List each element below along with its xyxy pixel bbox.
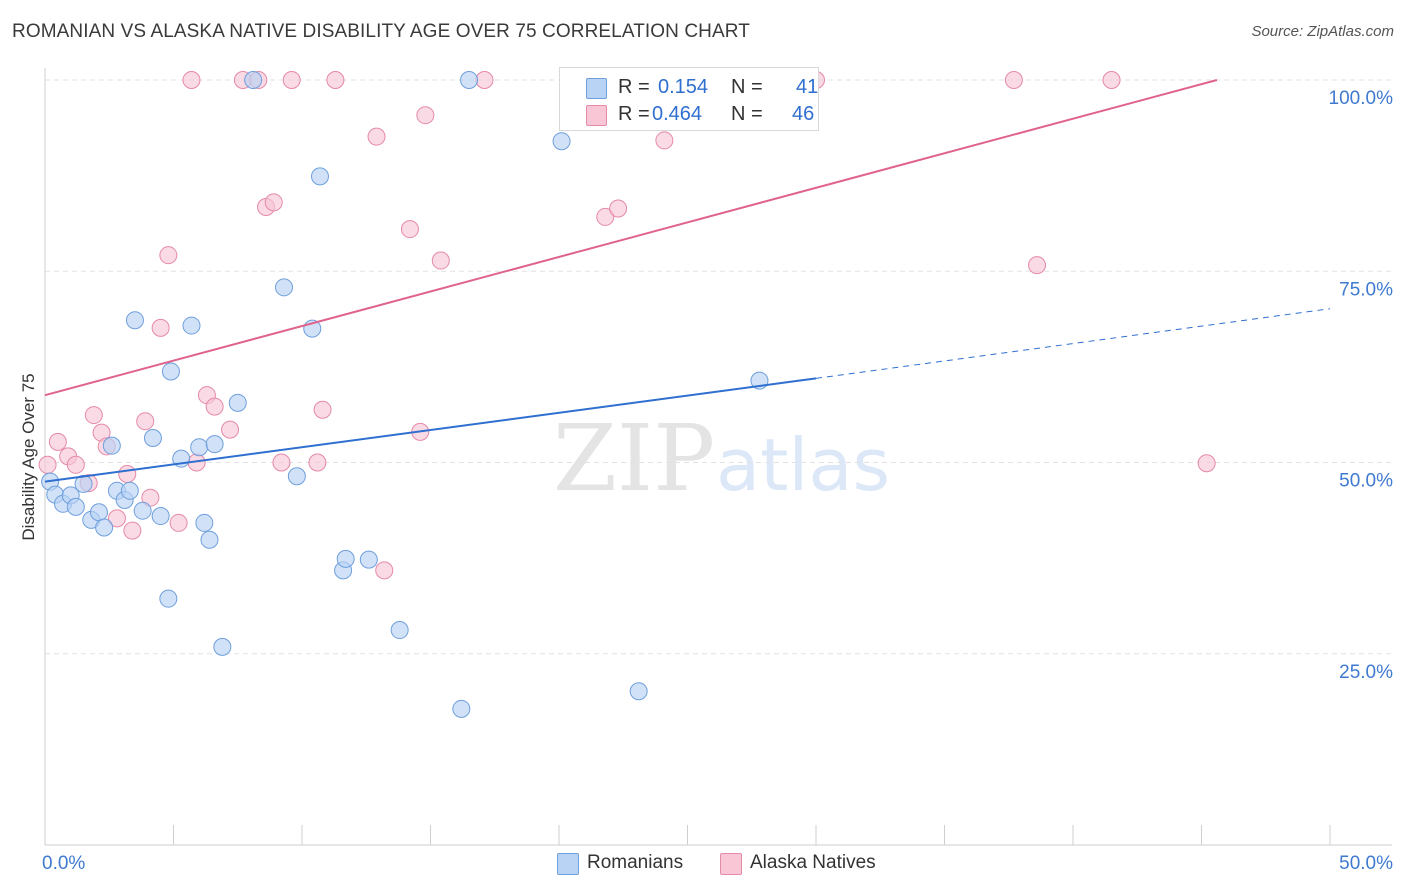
romanians-point — [125, 311, 144, 330]
romanians-point — [102, 436, 121, 455]
alaska-natives-point — [182, 71, 201, 89]
alaska-natives-point — [169, 513, 188, 532]
alaska-natives-point — [136, 412, 155, 431]
alaska-natives-point — [205, 397, 224, 416]
alaska-natives-legend-label: Alaska Natives — [750, 852, 876, 873]
alaska-natives-point — [609, 199, 628, 218]
romanians-point — [552, 132, 571, 151]
romanians-point — [213, 637, 232, 656]
watermark-zip: ZIP — [553, 405, 715, 512]
y-tick-label: 100.0% — [1329, 88, 1394, 109]
chart-source: Source: ZipAtlas.com — [1251, 23, 1394, 40]
alaska-natives-trend-line — [44, 79, 1218, 397]
romanians-legend-swatch — [557, 853, 579, 875]
r-label: R = — [618, 76, 650, 98]
r-label: R = — [618, 103, 650, 125]
alaska-natives-legend-swatch — [720, 853, 742, 875]
alaska-natives-point — [272, 453, 291, 472]
romanians-point — [359, 550, 378, 569]
romanians-point — [228, 393, 247, 412]
romanians-point — [66, 497, 85, 516]
romanians-point — [120, 481, 139, 500]
romanians-point — [195, 513, 214, 532]
alaska-natives-point — [282, 71, 301, 89]
romanians-point — [452, 699, 471, 718]
x-tick-label: 0.0% — [42, 853, 85, 874]
alaska-natives-swatch — [586, 105, 607, 126]
y-axis-title: Disability Age Over 75 — [19, 373, 38, 540]
alaska-natives-point — [1028, 256, 1047, 275]
romanians-point — [89, 503, 108, 522]
alaska-natives-point — [1102, 71, 1121, 89]
romanians-point — [390, 621, 409, 640]
y-tick-label: 50.0% — [1339, 471, 1393, 492]
alaska-natives-point — [431, 251, 450, 270]
alaska-natives-point — [48, 432, 67, 451]
alaska-natives-point — [375, 561, 394, 580]
romanians-point — [182, 316, 201, 335]
romanians-point — [95, 518, 114, 537]
n-label: N = — [731, 103, 763, 125]
romanians-point — [629, 682, 648, 701]
romanians-point — [161, 362, 180, 381]
alaska-natives-point — [308, 453, 327, 472]
alaska-natives-point — [264, 193, 283, 212]
alaska-natives-point — [475, 71, 494, 89]
alaska-natives-point — [66, 455, 85, 474]
alaska-natives-point — [159, 246, 178, 265]
alaska-natives-point — [107, 509, 126, 528]
alaska-natives-point — [84, 406, 103, 425]
x-tick-label: 50.0% — [1339, 853, 1393, 874]
romanians-point — [74, 474, 93, 493]
watermark-atlas: atlas — [716, 423, 890, 507]
romanians-point — [159, 589, 178, 608]
romanians-point — [190, 438, 209, 457]
r-value: 0.464 — [652, 103, 703, 125]
alaska-natives-point — [416, 106, 435, 125]
n-value: 41 — [796, 76, 819, 98]
romanians-swatch — [586, 78, 607, 99]
alaska-natives-point — [1004, 71, 1023, 89]
alaska-natives-point — [596, 207, 615, 226]
alaska-natives-point — [38, 455, 57, 474]
romanians-legend-label: Romanians — [587, 852, 684, 873]
alaska-natives-point — [326, 71, 345, 89]
alaska-natives-point — [400, 220, 419, 239]
chart-title: ROMANIAN VS ALASKA NATIVE DISABILITY AGE… — [12, 21, 750, 42]
stats-legend: R = 0.154 N = 41 R = 0.464 N = 46 — [559, 67, 819, 131]
alaska-natives-point — [151, 318, 170, 337]
alaska-natives-point — [221, 420, 240, 439]
alaska-natives-point — [123, 521, 142, 540]
romanians-point — [244, 71, 263, 89]
alaska-natives-point — [655, 131, 674, 150]
romanians-point — [205, 435, 224, 454]
romanians-trend-extension — [815, 308, 1331, 379]
alaska-natives-point — [313, 400, 332, 419]
n-value: 46 — [792, 103, 815, 125]
romanians-point — [287, 467, 306, 486]
romanians-point — [143, 429, 162, 448]
romanians-point — [151, 507, 170, 526]
romanians-point — [200, 530, 219, 549]
romanians-point — [133, 501, 152, 520]
alaska-natives-point — [1197, 454, 1216, 473]
alaska-natives-point — [118, 464, 137, 483]
romanians-point — [336, 549, 355, 568]
r-value: 0.154 — [658, 76, 709, 98]
romanians-point — [310, 167, 329, 186]
romanians-trend-line — [44, 377, 817, 483]
alaska-natives-point — [367, 127, 386, 146]
n-label: N = — [731, 76, 763, 98]
y-tick-label: 25.0% — [1339, 662, 1393, 683]
romanians-point — [275, 278, 294, 297]
romanians-point — [460, 71, 479, 89]
y-tick-label: 75.0% — [1339, 279, 1393, 300]
